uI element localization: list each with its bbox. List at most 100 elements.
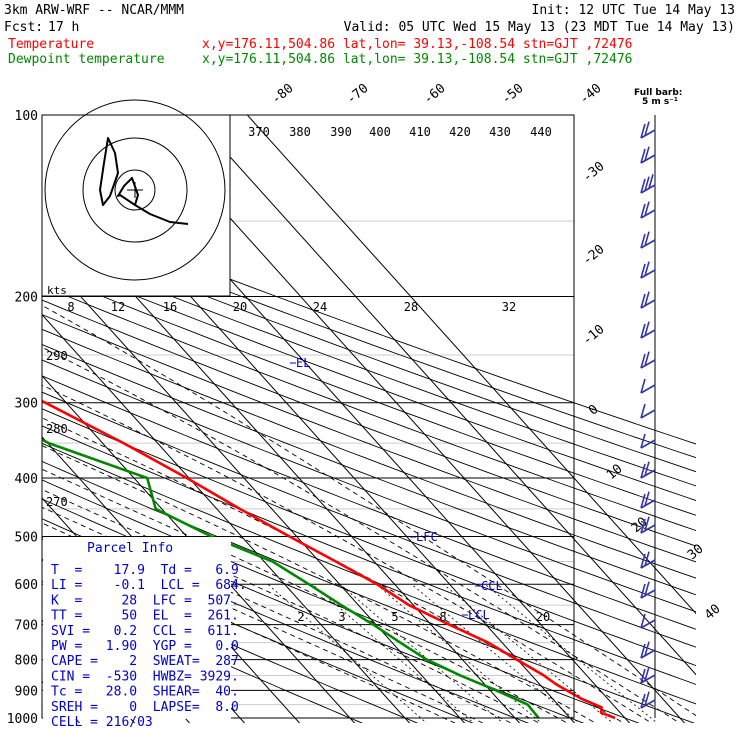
hodograph-trace: [99, 137, 189, 225]
isotherm-label: -30: [580, 159, 608, 186]
wind-barb: [640, 666, 656, 684]
moist-adiabat: [42, 489, 540, 723]
wind-barb: [640, 491, 656, 509]
mixing-ratio-label: 3: [338, 610, 345, 624]
pressure-tick-label: 300: [15, 397, 38, 412]
moist-adiabat: [42, 468, 569, 723]
dry-adiabat: [42, 257, 696, 501]
mixing-ratio-line: [484, 583, 658, 723]
theta-label: 290: [46, 349, 68, 363]
moist-adiabat: [42, 445, 597, 723]
dry-adiabat: [42, 206, 696, 445]
wind-barb: [640, 321, 656, 339]
isotherm-label: 0: [586, 402, 602, 419]
mixing-ratio-line: [267, 583, 428, 723]
pressure-tick-label: 100: [15, 109, 38, 124]
mixing-ratio-label: 20: [536, 610, 550, 624]
mixing-ratio-label: 2: [297, 610, 304, 624]
pressure-tick-label: 800: [15, 654, 38, 669]
wind-barb: [640, 261, 656, 279]
theta-label: 390: [330, 125, 352, 139]
theta-label: 420: [449, 125, 471, 139]
pressure-tick-label: 700: [15, 619, 38, 634]
parcel-info-row: CAPE = 2 SWEAT= 287: [51, 654, 239, 669]
dry-adiabat: [42, 244, 696, 487]
moist-adiabat: [42, 304, 696, 717]
isotherm-line: [246, 115, 696, 615]
theta-label: 380: [289, 125, 311, 139]
parcel-info-row: Tc = 28.0 SHEAR= 40.: [51, 685, 239, 700]
theta-label: 410: [409, 125, 431, 139]
mixing-ratio-label: 5: [391, 610, 398, 624]
wind-barb: [640, 378, 656, 394]
plot-border: [41, 114, 575, 719]
hodograph-speed-label: 12: [111, 300, 125, 314]
dry-adiabat: [42, 285, 696, 532]
dry-adiabat: [42, 314, 696, 563]
hodograph-ring: [44, 99, 226, 281]
wind-barb: [640, 403, 656, 419]
wind-barb: [640, 516, 656, 534]
dry-adiabat: [42, 299, 696, 547]
parcel-info-row: SREH = 0 LAPSE= 8.0: [51, 700, 239, 715]
level-marker-lfc: LFC: [416, 530, 438, 544]
isotherm-label: -40: [577, 81, 605, 108]
wind-barb: [640, 641, 656, 659]
parcel-info-row: CIN = -530 HWBZ= 3929.: [51, 669, 239, 684]
moist-adiabat: [42, 346, 681, 723]
dry-adiabat: [42, 359, 696, 613]
parcel-info-row: SVI = 0.2 CCL = 611.: [51, 624, 239, 639]
dry-adiabat: [42, 580, 363, 723]
parcel-info-row: T = 17.9 Td = 6.9: [51, 563, 239, 578]
hodograph-units: kts: [47, 284, 67, 297]
isotherm-label: -70: [344, 81, 372, 108]
parcel-info-row: LI = -0.1 LCL = 684.: [51, 578, 247, 593]
moist-adiabat: [42, 384, 653, 723]
hodograph-speed-label: 20: [233, 300, 247, 314]
dry-adiabat: [42, 442, 696, 705]
wind-barb: [640, 201, 656, 219]
pressure-tick-label: 1000: [7, 712, 38, 727]
temperature-profile: [42, 399, 616, 720]
hodograph-ring: [82, 137, 188, 243]
dry-adiabat: [42, 271, 696, 516]
dry-adiabat: [42, 460, 695, 723]
level-marker-el: EL: [296, 356, 310, 370]
hodograph-speed-label: 32: [502, 300, 516, 314]
pressure-tick-label: 400: [15, 472, 38, 487]
pressure-tick-label: 900: [15, 684, 38, 699]
dewpoint-profile: [42, 438, 540, 719]
pressure-tick-label: 500: [15, 530, 38, 545]
mixing-ratio-line: [443, 583, 614, 723]
dry-adiabat: [42, 218, 696, 459]
dry-adiabat: [42, 479, 640, 723]
parcel-info-row: K = 28 LFC = 507.: [51, 593, 239, 608]
moist-adiabat: [42, 522, 484, 723]
hodograph-speed-label: 24: [313, 300, 327, 314]
level-marker-lcl: LCL: [468, 608, 490, 622]
parcel-info-row: PW = 1.90 YGP = 0.0: [51, 639, 239, 654]
parcel-info-row: TT = 50 EL = 261.: [51, 609, 239, 624]
wind-barb: [640, 351, 656, 369]
isotherm-line: [42, 252, 466, 723]
wind-barb: [640, 551, 656, 569]
isotherm-line: [191, 115, 696, 676]
mixing-ratio-line: [339, 583, 504, 723]
theta-label: 440: [530, 125, 552, 139]
wind-barb: [640, 146, 656, 164]
pressure-tick-label: 600: [15, 578, 38, 593]
isotherm-label: -10: [580, 322, 608, 349]
hodograph-ring: [114, 169, 156, 211]
isotherm-label: -50: [499, 81, 527, 108]
mixing-ratio-label: 8: [439, 610, 446, 624]
wind-barb: [640, 174, 656, 194]
wind-barb: [640, 581, 656, 599]
dry-adiabat: [42, 408, 696, 667]
isotherm-label: 10: [604, 462, 626, 484]
theta-label: 400: [369, 125, 391, 139]
isotherm-label: -60: [421, 81, 449, 108]
theta-label: 280: [46, 422, 68, 436]
parcel-info-panel: [43, 537, 231, 719]
wind-barb: [640, 461, 656, 479]
